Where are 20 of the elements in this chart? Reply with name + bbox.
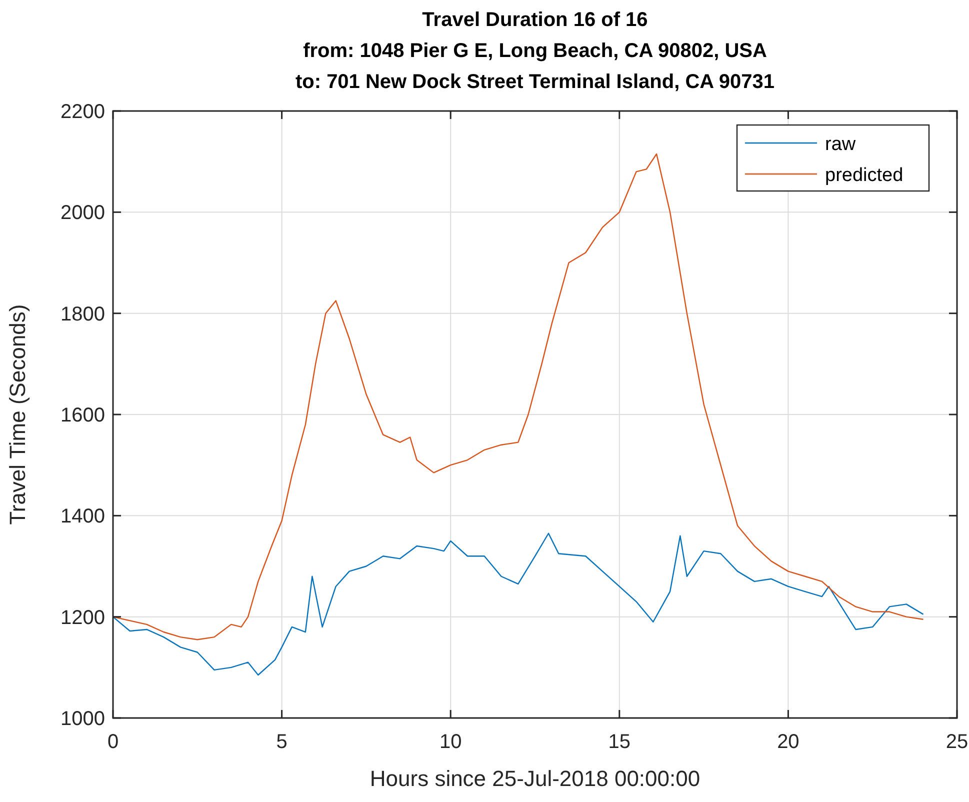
x-axis-title: Hours since 25-Jul-2018 00:00:00 bbox=[370, 766, 700, 791]
legend-label: raw bbox=[825, 134, 856, 155]
x-tick-label: 0 bbox=[107, 731, 119, 753]
y-tick-label: 1800 bbox=[60, 303, 105, 326]
y-tick-label: 1200 bbox=[60, 606, 105, 629]
y-tick-label: 1400 bbox=[60, 506, 105, 528]
x-tick-label: 15 bbox=[608, 731, 631, 753]
y-tick-label: 1000 bbox=[60, 708, 105, 730]
line-series bbox=[112, 532, 924, 676]
chart-title: Travel Duration 16 of 16 from: 1048 Pier G E, Long Beach, CA 90802, USA to: 701 New Dock Street Terminal Island, CA 90731 bbox=[295, 9, 775, 93]
x-tick-label: 10 bbox=[439, 731, 462, 753]
line-series bbox=[112, 153, 924, 640]
x-tick-label: 20 bbox=[777, 731, 800, 753]
legend-label: predicted bbox=[825, 165, 904, 186]
x-tick-label: 5 bbox=[276, 731, 288, 753]
y-tick-label: 1600 bbox=[60, 404, 105, 426]
y-axis-title: Travel Time (Seconds) bbox=[5, 304, 30, 525]
x-tick-label: 25 bbox=[946, 731, 968, 753]
y-tick-label: 2200 bbox=[60, 101, 105, 123]
y-tick-label: 2000 bbox=[60, 202, 105, 224]
